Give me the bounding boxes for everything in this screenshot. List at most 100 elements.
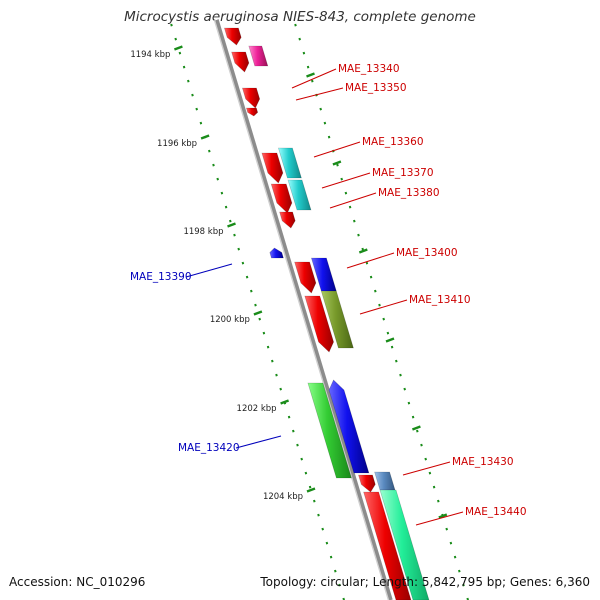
- gene-feature-red[interactable]: [231, 51, 250, 73]
- scale-major-tick: [306, 487, 316, 493]
- scale-dot: [336, 163, 339, 167]
- scale-dot: [374, 289, 377, 293]
- scale-dot: [279, 387, 282, 391]
- gene-label-leader: [321, 172, 371, 189]
- gene-feature-olive[interactable]: [320, 290, 354, 349]
- gene-feature-cyan[interactable]: [277, 147, 302, 179]
- scale-dot: [300, 457, 303, 461]
- accession-info: Accession: NC_010296: [9, 575, 146, 589]
- scale-dot: [178, 51, 182, 55]
- left-scale-track: [170, 23, 345, 600]
- gene-label-leader: [235, 435, 282, 449]
- gene-label-leader: [295, 87, 344, 101]
- scale-dot: [390, 345, 394, 349]
- scale-dot: [353, 219, 356, 223]
- scale-dot: [319, 107, 322, 111]
- scale-dot: [386, 331, 390, 335]
- scale-dot: [258, 317, 261, 321]
- scale-dot: [298, 37, 301, 41]
- sequence-backbone: [215, 19, 393, 600]
- scale-dot: [174, 37, 177, 41]
- scale-dot: [245, 275, 249, 279]
- scale-major-tick: [173, 45, 183, 51]
- scale-dot: [399, 373, 402, 377]
- scale-dot: [187, 79, 190, 83]
- scale-dot: [311, 79, 314, 83]
- gene-label-leader: [329, 192, 377, 209]
- gene-label-mae-13410[interactable]: MAE_13410: [409, 294, 471, 306]
- gene-feature-green[interactable]: [307, 382, 352, 479]
- scale-dot: [294, 23, 297, 27]
- scale-dot: [229, 219, 232, 223]
- gene-feature-red[interactable]: [363, 491, 412, 600]
- scale-major-tick: [227, 222, 236, 228]
- scale-dot: [306, 65, 310, 69]
- scale-dot: [378, 303, 381, 307]
- gene-feature-red[interactable]: [294, 261, 317, 294]
- gene-label-mae-13400[interactable]: MAE_13400: [396, 247, 458, 259]
- gene-label-leader: [313, 141, 361, 158]
- gene-feature-cyan[interactable]: [287, 179, 312, 211]
- gene-label-mae-13390[interactable]: MAE_13390: [130, 271, 192, 283]
- gene-label-mae-13430[interactable]: MAE_13430: [452, 456, 514, 468]
- gene-label-mae-13350[interactable]: MAE_13350: [345, 82, 407, 94]
- scale-dot: [428, 471, 432, 475]
- scale-dot: [199, 121, 203, 125]
- gene-feature-blue[interactable]: [310, 257, 337, 292]
- scale-tick-label: 1204 kbp: [263, 492, 303, 502]
- scale-major-tick: [253, 310, 263, 316]
- scale-dot: [241, 261, 245, 265]
- scale-tick-label: 1198 kbp: [183, 227, 223, 237]
- scale-major-tick: [411, 425, 421, 431]
- scale-dot: [224, 205, 228, 209]
- scale-dot: [407, 401, 411, 405]
- scale-dot: [313, 499, 316, 503]
- gene-feature-red[interactable]: [223, 27, 242, 46]
- gene-feature-red[interactable]: [304, 295, 334, 353]
- scale-dot: [302, 51, 306, 55]
- gene-feature-red[interactable]: [358, 474, 376, 493]
- scale-dot: [340, 177, 343, 181]
- scale-dot: [453, 555, 457, 559]
- scale-dot: [382, 317, 385, 321]
- gene-feature-blue[interactable]: [328, 379, 370, 474]
- scale-major-tick: [280, 399, 290, 405]
- scale-dot: [191, 93, 194, 97]
- gene-feature-blue[interactable]: [269, 247, 284, 259]
- scale-dot: [321, 527, 324, 531]
- gene-label-mae-13370[interactable]: MAE_13370: [372, 167, 434, 179]
- scale-dot: [254, 303, 257, 307]
- scale-dot: [327, 135, 331, 139]
- gene-label-mae-13440[interactable]: MAE_13440: [465, 506, 527, 518]
- scale-dot: [458, 569, 461, 573]
- scale-dot: [462, 583, 465, 587]
- scale-major-tick: [306, 72, 315, 78]
- gene-label-mae-13380[interactable]: MAE_13380: [378, 187, 440, 199]
- scale-dot: [220, 191, 224, 195]
- scale-tick-label: 1200 kbp: [210, 315, 250, 325]
- gene-feature-red[interactable]: [245, 107, 259, 117]
- scale-dot: [304, 471, 308, 475]
- gene-feature-pink[interactable]: [248, 45, 269, 67]
- gene-feature-red[interactable]: [261, 152, 284, 184]
- gene-feature-red[interactable]: [241, 87, 261, 109]
- scale-dot: [334, 569, 337, 573]
- gene-label-leader: [415, 511, 464, 526]
- gene-feature-red[interactable]: [279, 211, 296, 229]
- scale-dot: [361, 247, 364, 251]
- gene-feature-red[interactable]: [270, 183, 293, 214]
- gene-label-mae-13340[interactable]: MAE_13340: [338, 63, 400, 75]
- gene-feature-steel[interactable]: [374, 471, 396, 491]
- gene-label-leader: [359, 299, 408, 315]
- scale-dot: [266, 345, 270, 349]
- gene-feature-mint[interactable]: [379, 489, 430, 600]
- scale-dot: [369, 275, 373, 279]
- gene-label-mae-13420[interactable]: MAE_13420: [178, 442, 240, 454]
- scale-dot: [432, 485, 436, 489]
- gene-label-mae-13360[interactable]: MAE_13360: [362, 136, 424, 148]
- scale-dot: [308, 485, 312, 489]
- scale-dot: [365, 261, 369, 265]
- scale-tick-label: 1196 kbp: [157, 139, 197, 149]
- scale-dot: [292, 429, 295, 433]
